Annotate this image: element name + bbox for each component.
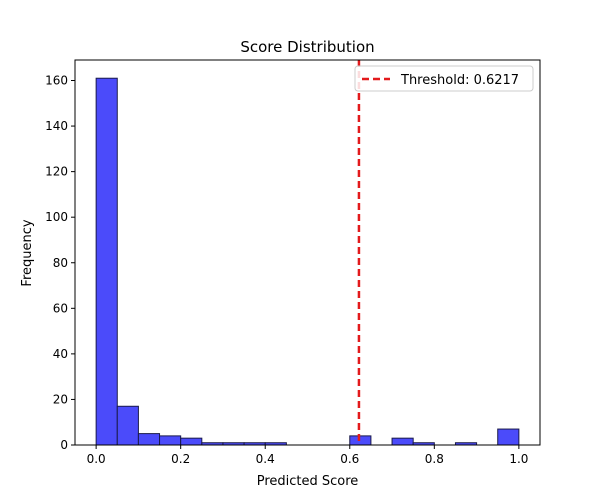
histogram-bar [391,437,414,446]
histogram-bar [497,428,520,446]
chart-title: Score Distribution [240,38,374,56]
x-tick-label: 0.2 [171,452,190,466]
x-axis-label: Predicted Score [257,474,359,489]
y-tick-label: 80 [53,256,68,270]
histogram-bar [95,77,118,446]
y-tick-label: 20 [53,392,68,406]
x-tick-label: 0.6 [340,452,359,466]
legend-threshold-label: Threshold: 0.6217 [400,73,519,88]
histogram-bar [349,435,372,446]
x-axis-ticks: 0.0 0.2 0.4 0.6 0.8 1.0 [87,445,528,466]
histogram-bar [137,433,161,446]
legend-box [354,65,534,92]
bars-group [95,77,520,446]
y-tick-label: 40 [53,347,68,361]
histogram-bar [116,405,139,446]
x-tick-label: 0.4 [256,452,275,466]
y-tick-label: 140 [45,119,68,133]
y-axis-label: Frequency [20,219,35,286]
legend: Threshold: 0.6217 [354,65,534,92]
x-tick-label: 1.0 [509,452,528,466]
y-tick-label: 60 [53,301,68,315]
y-tick-label: 120 [45,165,68,179]
y-tick-label: 0 [60,438,68,452]
x-tick-label: 0.8 [425,452,444,466]
y-axis-ticks: 0 20 40 60 80 100 120 140 160 [45,74,75,452]
y-tick-label: 100 [45,210,68,224]
y-tick-label: 160 [45,74,68,88]
histogram-bar [159,435,182,446]
histogram-bar [180,437,203,446]
x-tick-label: 0.0 [87,452,106,466]
plot-frame [74,59,541,446]
